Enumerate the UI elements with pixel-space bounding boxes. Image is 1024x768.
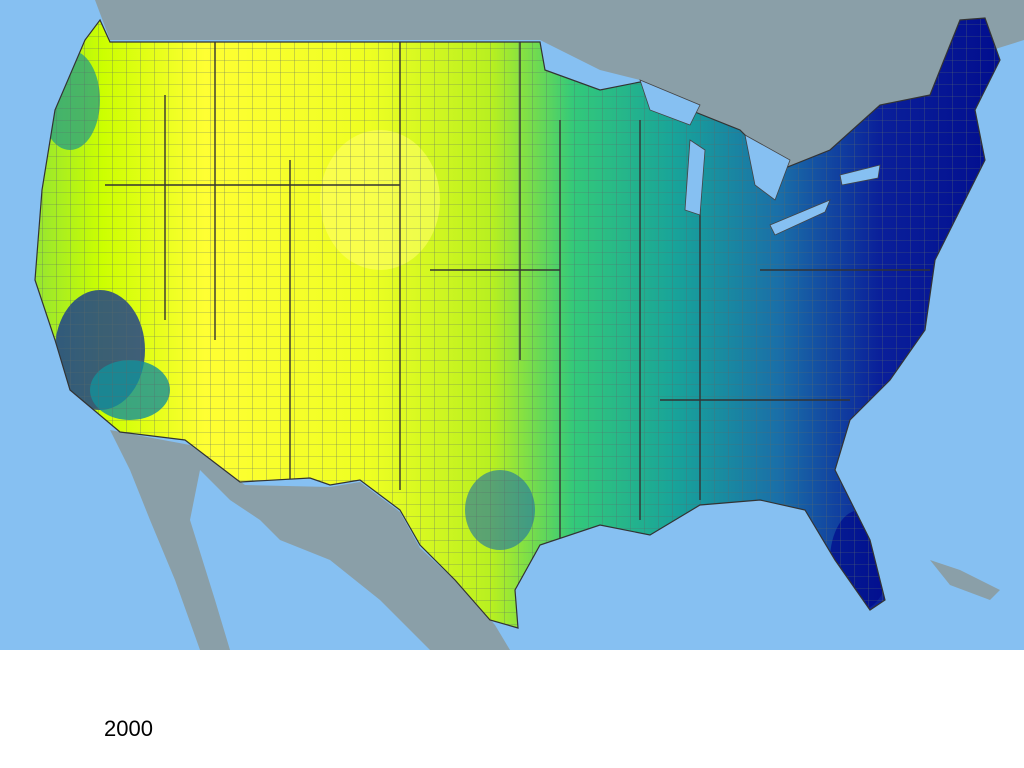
bahamas bbox=[930, 560, 1000, 600]
lake-ontario bbox=[839, 164, 881, 186]
mexico bbox=[110, 430, 510, 650]
caption: 2000 bbox=[104, 716, 153, 741]
lake-huron bbox=[744, 134, 791, 201]
state-borders bbox=[105, 40, 930, 540]
map bbox=[0, 0, 1024, 650]
lake-michigan bbox=[684, 139, 706, 216]
lake-superior bbox=[639, 79, 701, 126]
lake-erie bbox=[769, 199, 831, 236]
